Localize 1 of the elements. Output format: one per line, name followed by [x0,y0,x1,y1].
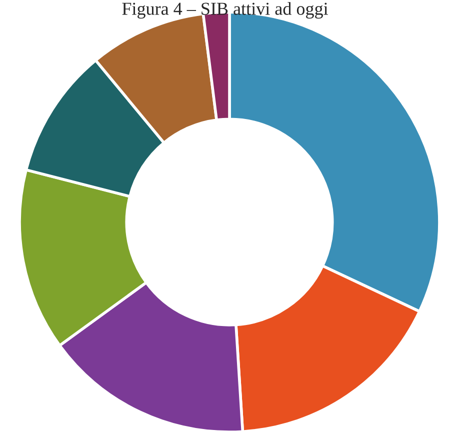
chart-title: Figura 4 – SIB attivi ad oggi [122,2,328,19]
